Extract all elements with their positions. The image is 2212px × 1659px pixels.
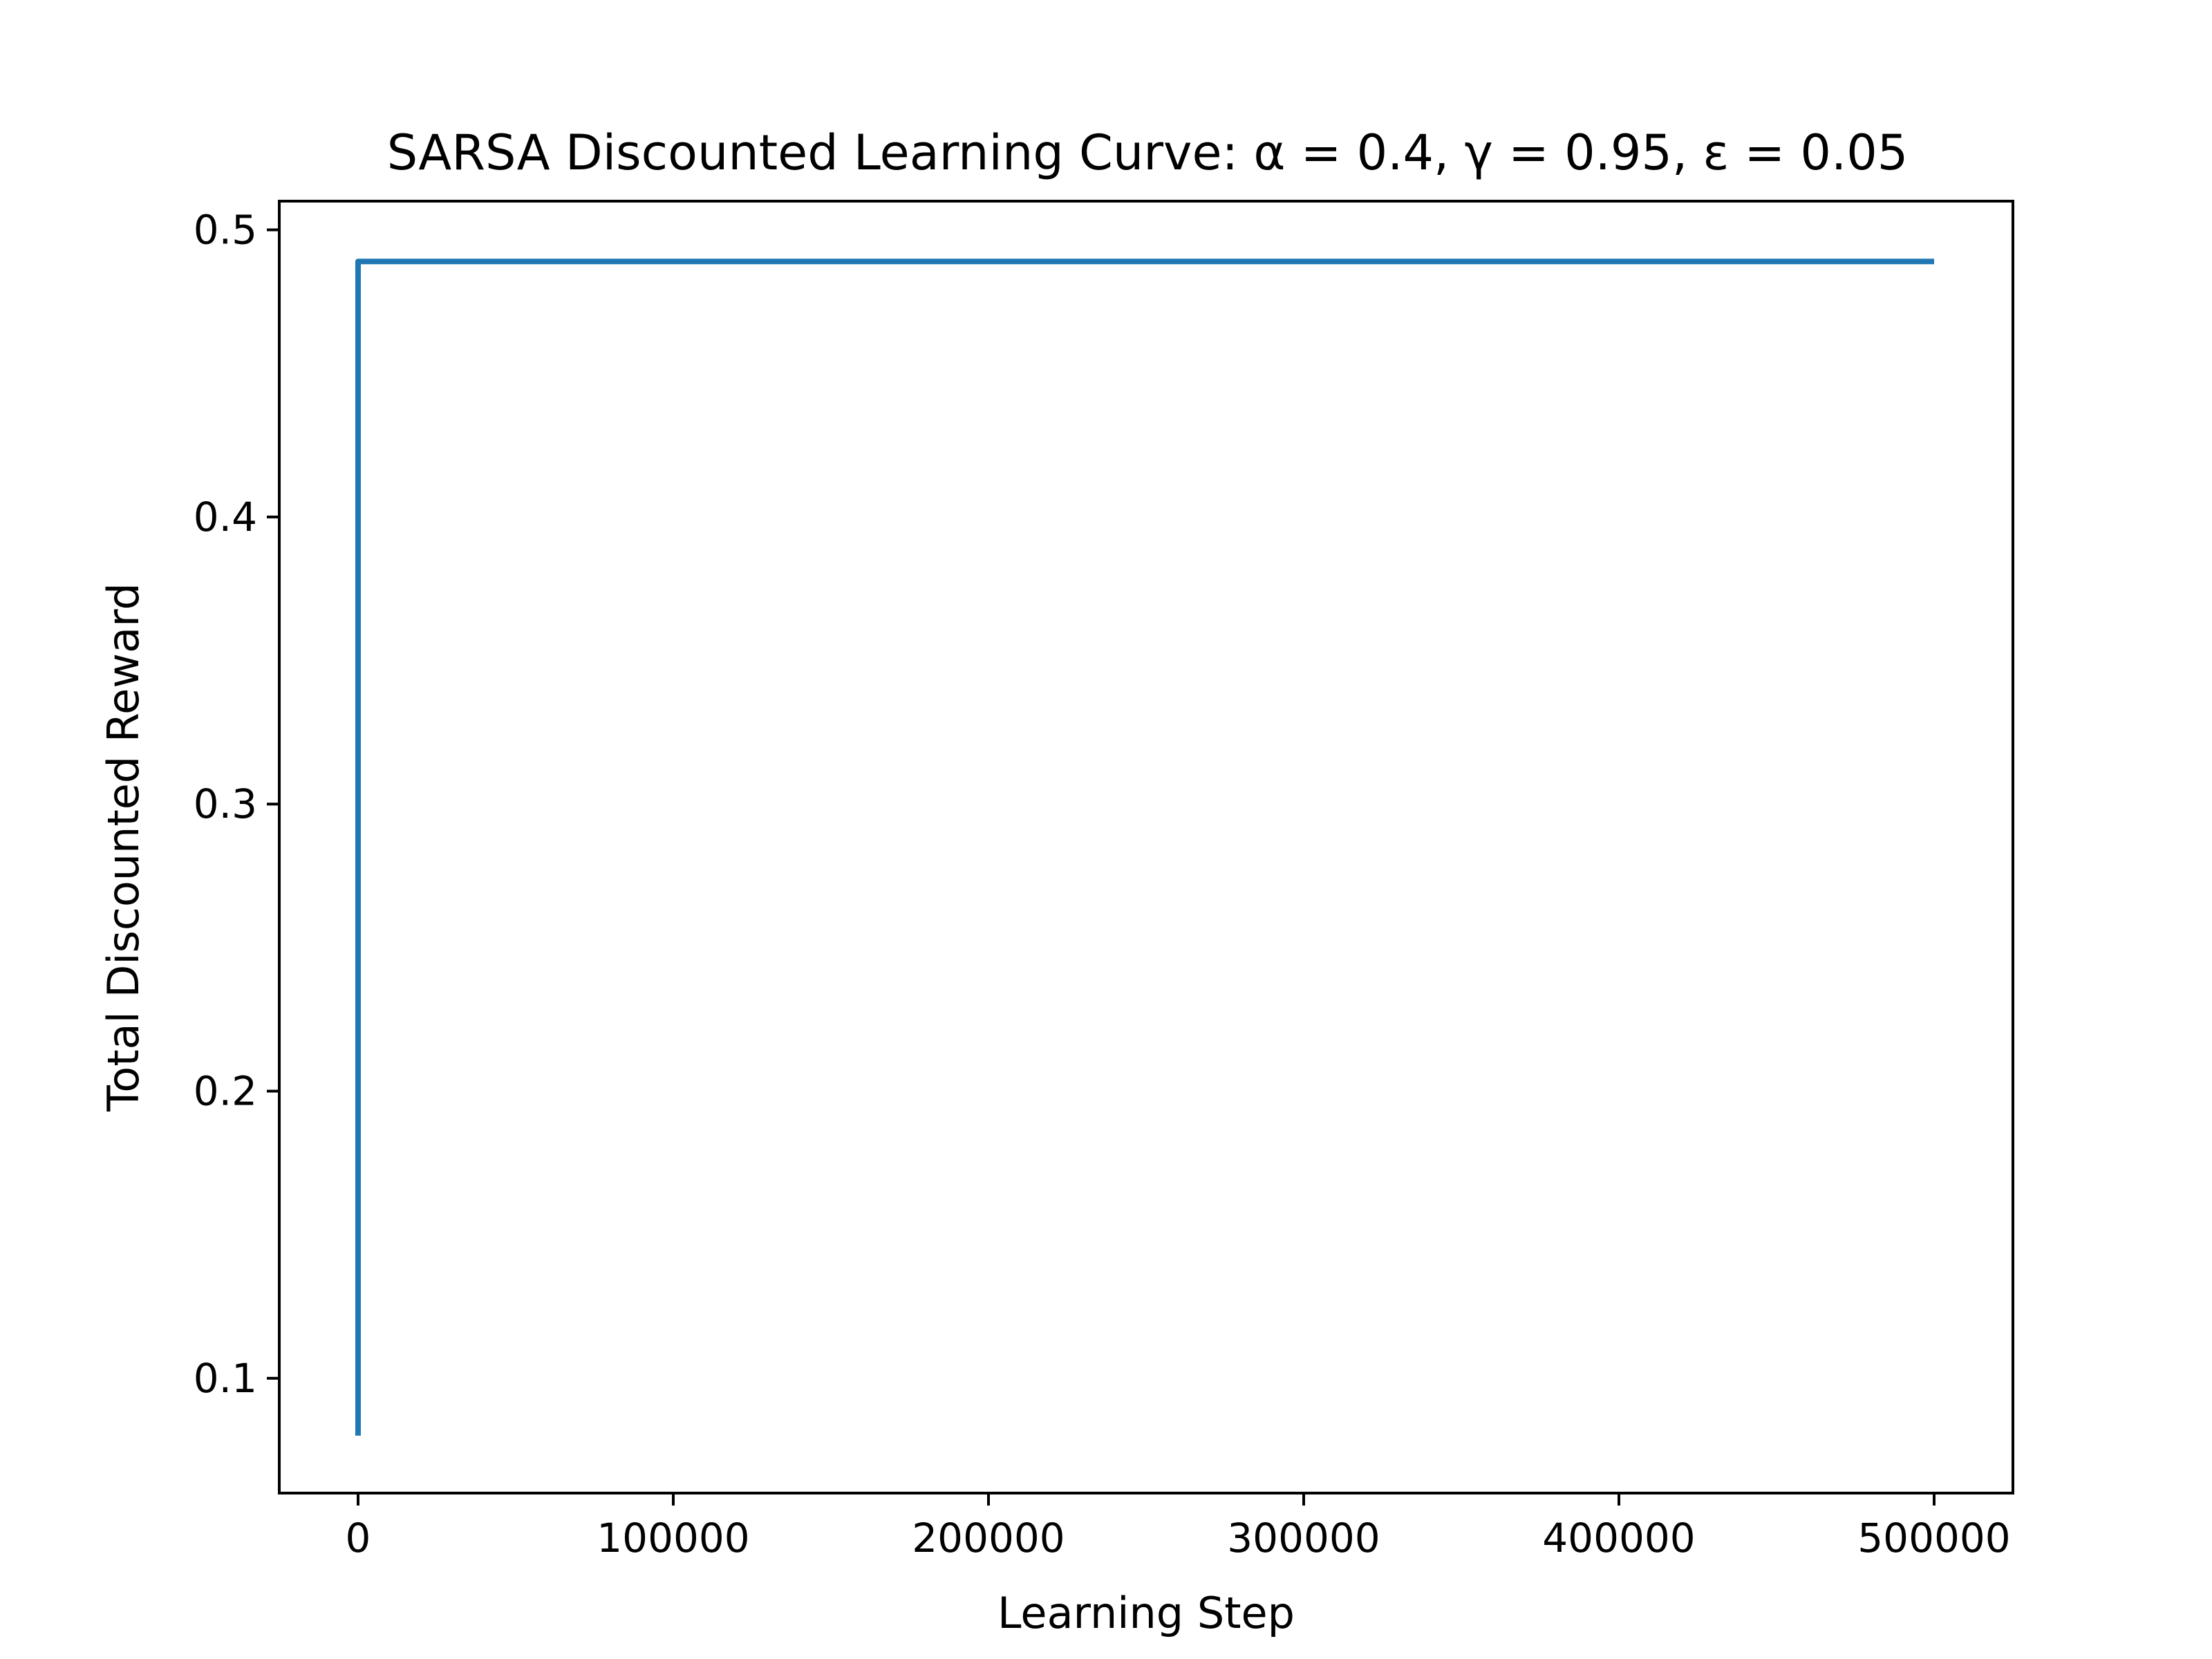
y-axis-ticks: 0.1 0.2 0.3 0.4 0.5	[194, 207, 279, 1402]
y-tick-label: 0.5	[194, 207, 257, 254]
y-tick-label: 0.4	[194, 494, 257, 541]
series-line	[355, 259, 1934, 1436]
x-tick-label: 100000	[597, 1515, 749, 1562]
x-tick-label: 300000	[1227, 1515, 1380, 1562]
x-tick-label: 400000	[1542, 1515, 1695, 1562]
y-tick-label: 0.3	[194, 780, 257, 827]
series-layer	[355, 259, 1934, 1436]
x-axis-label: Learning Step	[997, 1588, 1295, 1638]
x-tick-label: 0	[346, 1515, 371, 1562]
plot-frame	[278, 200, 2014, 1494]
y-tick-label: 0.2	[194, 1068, 257, 1115]
y-axis-label: Total Discounted Reward	[98, 583, 149, 1112]
x-tick-label: 500000	[1857, 1515, 2010, 1562]
x-axis-ticks: 0 100000 200000 300000 400000 500000	[346, 1493, 2011, 1562]
y-tick-label: 0.1	[194, 1355, 257, 1402]
chart-title: SARSA Discounted Learning Curve: α = 0.4…	[387, 124, 1909, 181]
x-tick-label: 200000	[912, 1515, 1065, 1562]
